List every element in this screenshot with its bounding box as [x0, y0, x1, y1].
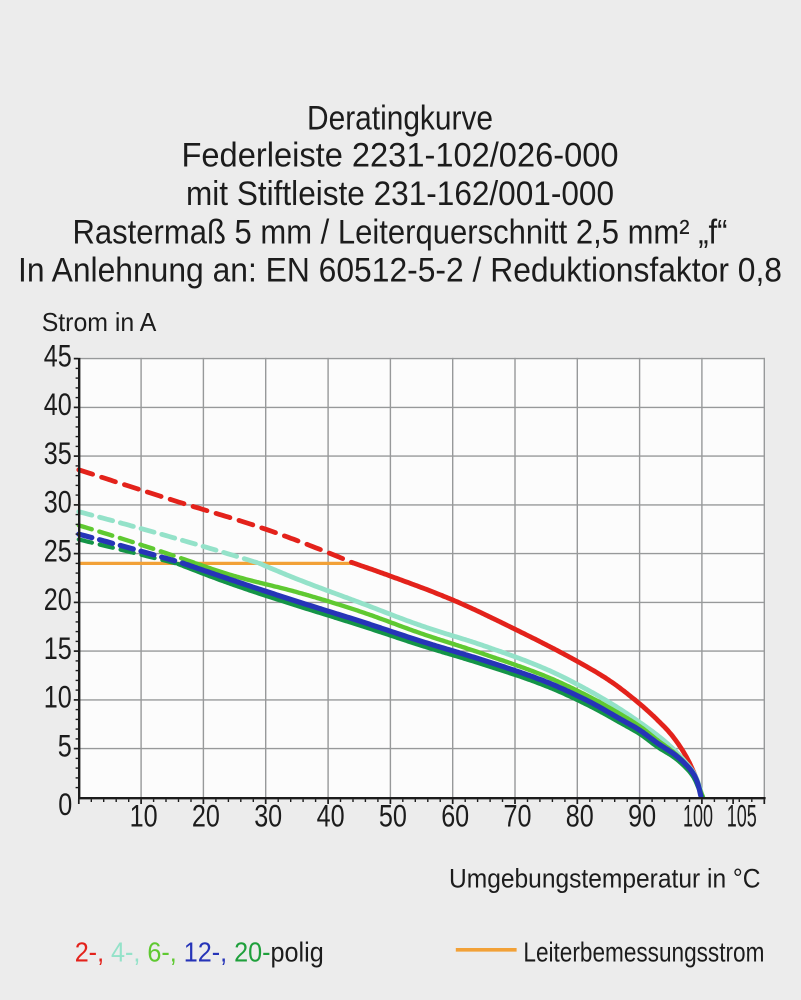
svg-text:10: 10	[130, 797, 158, 833]
svg-text:30: 30	[44, 484, 72, 520]
svg-text:70: 70	[504, 797, 532, 833]
svg-text:5: 5	[58, 727, 72, 763]
svg-text:80: 80	[566, 797, 594, 833]
svg-text:45: 45	[44, 337, 72, 373]
svg-text:2-, 4-, 6-, 12-, 20-polig: 2-, 4-, 6-, 12-, 20-polig	[75, 937, 324, 968]
svg-text:Rastermaß 5 mm / Leiterquersch: Rastermaß 5 mm / Leiterquerschnitt 2,5 m…	[73, 213, 728, 251]
svg-text:35: 35	[44, 435, 72, 471]
svg-text:Federleiste 2231-102/026-000: Federleiste 2231-102/026-000	[182, 137, 619, 175]
svg-text:20: 20	[44, 581, 72, 617]
svg-text:Strom in A: Strom in A	[42, 307, 157, 337]
svg-text:Umgebungstemperatur in °C: Umgebungstemperatur in °C	[449, 863, 761, 893]
svg-text:60: 60	[441, 797, 469, 833]
svg-text:mit Stiftleiste 231-162/001-00: mit Stiftleiste 231-162/001-000	[186, 175, 614, 213]
svg-text:In Anlehnung an: EN 60512-5-2: In Anlehnung an: EN 60512-5-2 / Reduktio…	[18, 252, 782, 290]
svg-text:20: 20	[192, 797, 220, 833]
svg-text:25: 25	[44, 532, 72, 568]
svg-text:Deratingkurve: Deratingkurve	[307, 99, 493, 137]
svg-text:40: 40	[44, 386, 72, 422]
svg-text:15: 15	[44, 630, 72, 666]
svg-text:105: 105	[727, 797, 757, 833]
svg-text:Leiterbemessungsstrom: Leiterbemessungsstrom	[523, 937, 764, 968]
svg-text:30: 30	[254, 797, 282, 833]
svg-text:40: 40	[317, 797, 345, 833]
svg-text:90: 90	[628, 797, 656, 833]
svg-text:100: 100	[683, 797, 713, 833]
svg-text:50: 50	[379, 797, 407, 833]
svg-text:10: 10	[44, 679, 72, 715]
svg-text:0: 0	[58, 786, 72, 822]
